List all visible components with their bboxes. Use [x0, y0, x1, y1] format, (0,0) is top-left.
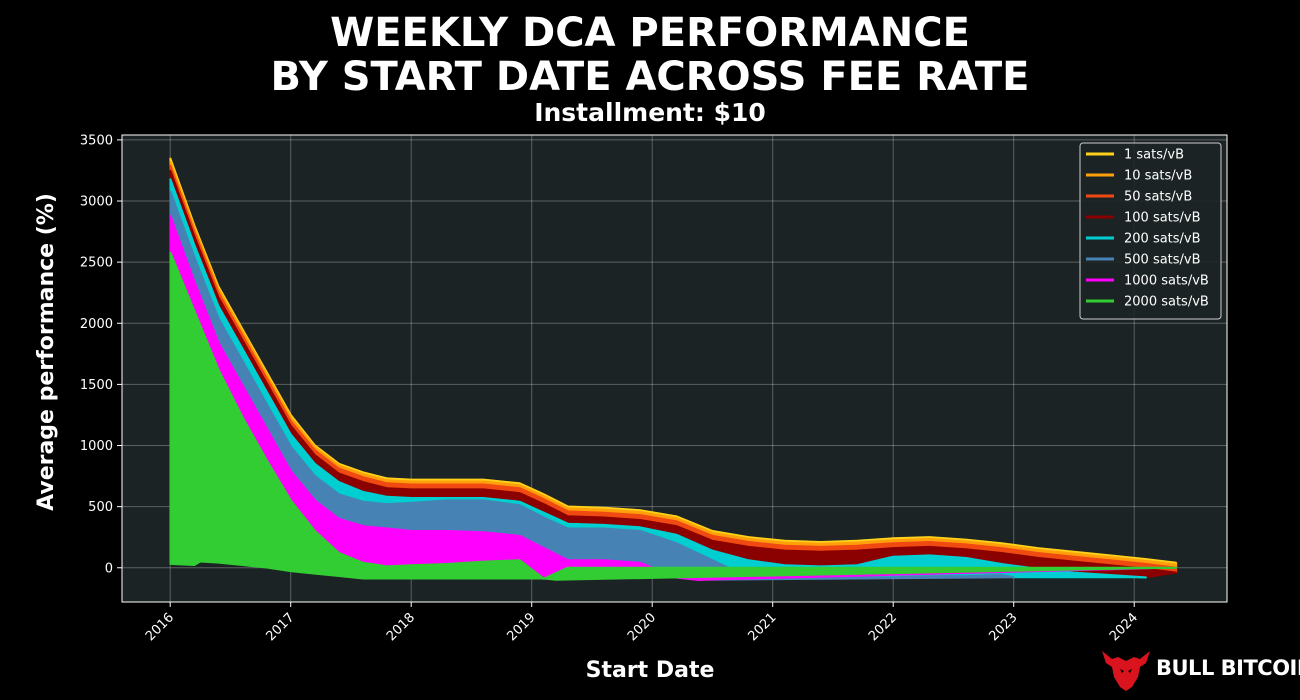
y-ticks: 0 500 1000 1500 2000 2500 3000 3500	[80, 133, 122, 576]
x-tick-label: 2020	[625, 610, 659, 644]
legend-box	[1079, 142, 1222, 320]
x-tick-label: 2024	[1107, 610, 1141, 644]
chart-title-line-1: WEEKLY DCA PERFORMANCE	[330, 10, 970, 56]
legend-label: 50 sats/vB	[1124, 190, 1192, 205]
y-tick-label: 2000	[80, 317, 113, 332]
y-tick-label: 0	[105, 561, 113, 576]
chart-title-line-2: BY START DATE ACROSS FEE RATE	[270, 54, 1030, 100]
legend: 1 sats/vB 10 sats/vB 50 sats/vB 100 sats/vB…	[1079, 142, 1222, 320]
y-tick-label: 1500	[80, 378, 113, 393]
legend-label: 100 sats/vB	[1124, 211, 1201, 226]
y-tick-label: 3500	[80, 133, 113, 148]
series-line	[169, 157, 1177, 564]
x-tick-label: 2016	[143, 610, 177, 644]
y-axis-label: Average performance (%)	[34, 193, 59, 511]
x-axis-label: Start Date	[586, 658, 715, 683]
series-line	[169, 165, 1177, 569]
x-ticks: 2016 2017 2018 2019 2020 2021 2022 2023 2024	[143, 602, 1141, 644]
series-line	[169, 215, 701, 582]
x-tick-label: 2017	[264, 610, 298, 644]
legend-label: 200 sats/vB	[1124, 232, 1201, 247]
legend-label: 500 sats/vB	[1124, 253, 1201, 268]
y-tick-label: 1000	[80, 439, 113, 454]
y-tick-label: 2500	[80, 256, 113, 271]
series-line	[169, 190, 1014, 579]
y-tick-label: 500	[88, 500, 113, 515]
x-tick-label: 2022	[866, 610, 900, 644]
legend-label: 1 sats/vB	[1124, 148, 1184, 163]
legend-label: 10 sats/vB	[1124, 169, 1192, 184]
series-line	[169, 161, 1177, 566]
legend-label: 1000 sats/vB	[1124, 274, 1209, 289]
series-areas	[169, 157, 1178, 582]
series-line	[169, 170, 1177, 574]
legend-label: 2000 sats/vB	[1124, 295, 1209, 310]
chart-subtitle: Installment: $10	[534, 98, 766, 127]
x-tick-label: 2021	[746, 610, 780, 644]
series-line	[169, 178, 1147, 579]
series-line	[169, 251, 1177, 580]
x-tick-label: 2018	[384, 610, 418, 644]
y-tick-label: 3000	[80, 195, 113, 210]
x-tick-label: 2023	[987, 610, 1021, 644]
x-tick-label: 2019	[505, 610, 539, 644]
brand-name: BULL BITCOIN	[1156, 656, 1300, 680]
brand-logo: BULL BITCOIN	[1098, 645, 1300, 695]
bull-icon	[1102, 651, 1150, 691]
